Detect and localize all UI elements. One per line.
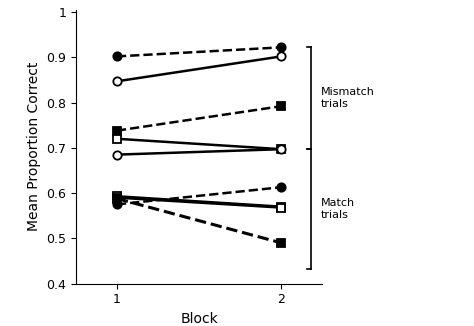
X-axis label: Block: Block xyxy=(180,312,218,326)
Y-axis label: Mean Proportion Correct: Mean Proportion Correct xyxy=(27,62,41,231)
Text: Mismatch
trials: Mismatch trials xyxy=(321,87,374,109)
Text: Match
trials: Match trials xyxy=(321,198,355,220)
